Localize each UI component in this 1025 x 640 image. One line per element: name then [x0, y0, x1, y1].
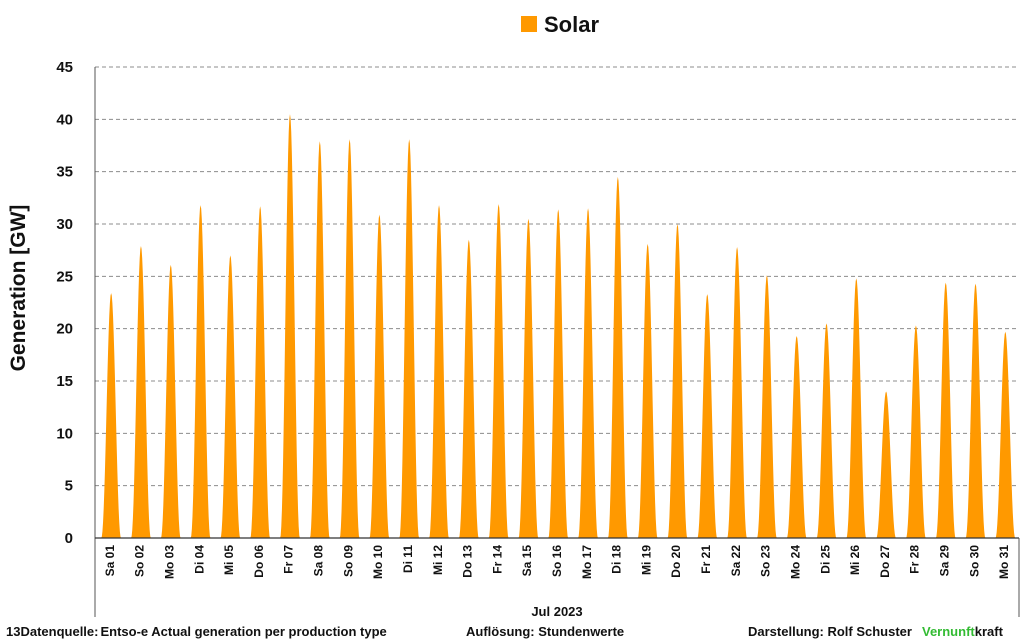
x-tick-label-19: Do 20: [669, 545, 683, 578]
y-tick-label-15: 15: [56, 373, 73, 390]
y-tick-labels: 0 5 10 15 20 25 30 35 40 45: [56, 59, 73, 547]
x-tick-label-15: So 16: [550, 545, 564, 577]
x-axis-label: Jul 2023: [531, 604, 582, 619]
x-tick-label-2: Mo 03: [163, 545, 177, 579]
x-tick-label-13: Fr 14: [490, 545, 504, 574]
footer-source: 13Datenquelle: Entso-e Actual generation …: [6, 624, 387, 639]
y-tick-label-5: 5: [65, 478, 73, 495]
x-tick-label-9: Mo 10: [371, 545, 385, 579]
footer-brand-accent: Vernunft: [922, 624, 975, 639]
y-tick-label-10: 10: [56, 425, 73, 442]
x-tick-label-30: Mo 31: [997, 545, 1011, 579]
x-tick-label-23: Mo 24: [789, 545, 803, 579]
y-tick-label-45: 45: [56, 59, 73, 76]
x-tick-label-20: Fr 21: [699, 545, 713, 574]
axes: [94, 67, 1020, 617]
x-tick-label-16: Mo 17: [580, 545, 594, 579]
x-tick-label-26: Do 27: [878, 545, 892, 578]
footer-source-label: 13Datenquelle:: [6, 624, 98, 639]
footer-source-value: Entso-e Actual generation per production…: [100, 624, 386, 639]
legend-swatch-solar: [521, 16, 537, 32]
series-area-solar: [95, 114, 1019, 538]
x-tick-label-4: Mi 05: [222, 545, 236, 575]
x-tick-label-17: Di 18: [610, 545, 624, 574]
x-tick-label-25: Mi 26: [848, 545, 862, 575]
footer: 13Datenquelle: Entso-e Actual generation …: [6, 624, 1004, 639]
y-axis-label: Generation [GW]: [7, 205, 30, 372]
y-tick-label-35: 35: [56, 164, 73, 181]
footer-credit: Darstellung: Rolf Schuster: [748, 624, 912, 639]
x-tick-label-18: Mi 19: [639, 545, 653, 575]
x-tick-label-11: Mi 12: [431, 545, 445, 575]
x-tick-label-28: Sa 29: [938, 545, 952, 577]
x-tick-labels: Sa 01 So 02 Mo 03 Di 04 Mi 05 Do 06 Fr 07 Sa 08…: [103, 545, 1011, 579]
x-tick-label-5: Do 06: [252, 545, 266, 578]
x-tick-label-22: So 23: [759, 545, 773, 577]
y-tick-label-40: 40: [56, 111, 73, 128]
x-tick-label-12: Do 13: [461, 545, 475, 578]
x-tick-label-14: Sa 15: [520, 545, 534, 577]
y-tick-label-0: 0: [65, 530, 73, 547]
x-tick-label-10: Di 11: [401, 545, 415, 573]
x-tick-label-8: So 09: [341, 545, 355, 577]
x-tick-label-0: Sa 01: [103, 545, 117, 577]
y-tick-label-20: 20: [56, 321, 73, 338]
x-tick-label-27: Fr 28: [908, 545, 922, 574]
x-tick-label-24: Di 25: [818, 545, 832, 574]
legend: Solar: [521, 12, 599, 37]
footer-resolution: Auflösung: Stundenwerte: [466, 624, 624, 639]
footer-brand-rest: kraft: [975, 624, 1004, 639]
legend-label-solar: Solar: [544, 12, 599, 37]
y-tick-label-25: 25: [56, 268, 73, 285]
y-tick-label-30: 30: [56, 216, 73, 233]
x-tick-label-29: So 30: [967, 545, 981, 577]
x-tick-label-7: Sa 08: [312, 545, 326, 577]
x-tick-label-21: Sa 22: [729, 545, 743, 577]
x-tick-label-6: Fr 07: [282, 545, 296, 574]
footer-brand: Vernunftkraft: [922, 624, 1004, 639]
x-tick-label-1: So 02: [133, 545, 147, 577]
x-tick-label-3: Di 04: [192, 545, 206, 574]
